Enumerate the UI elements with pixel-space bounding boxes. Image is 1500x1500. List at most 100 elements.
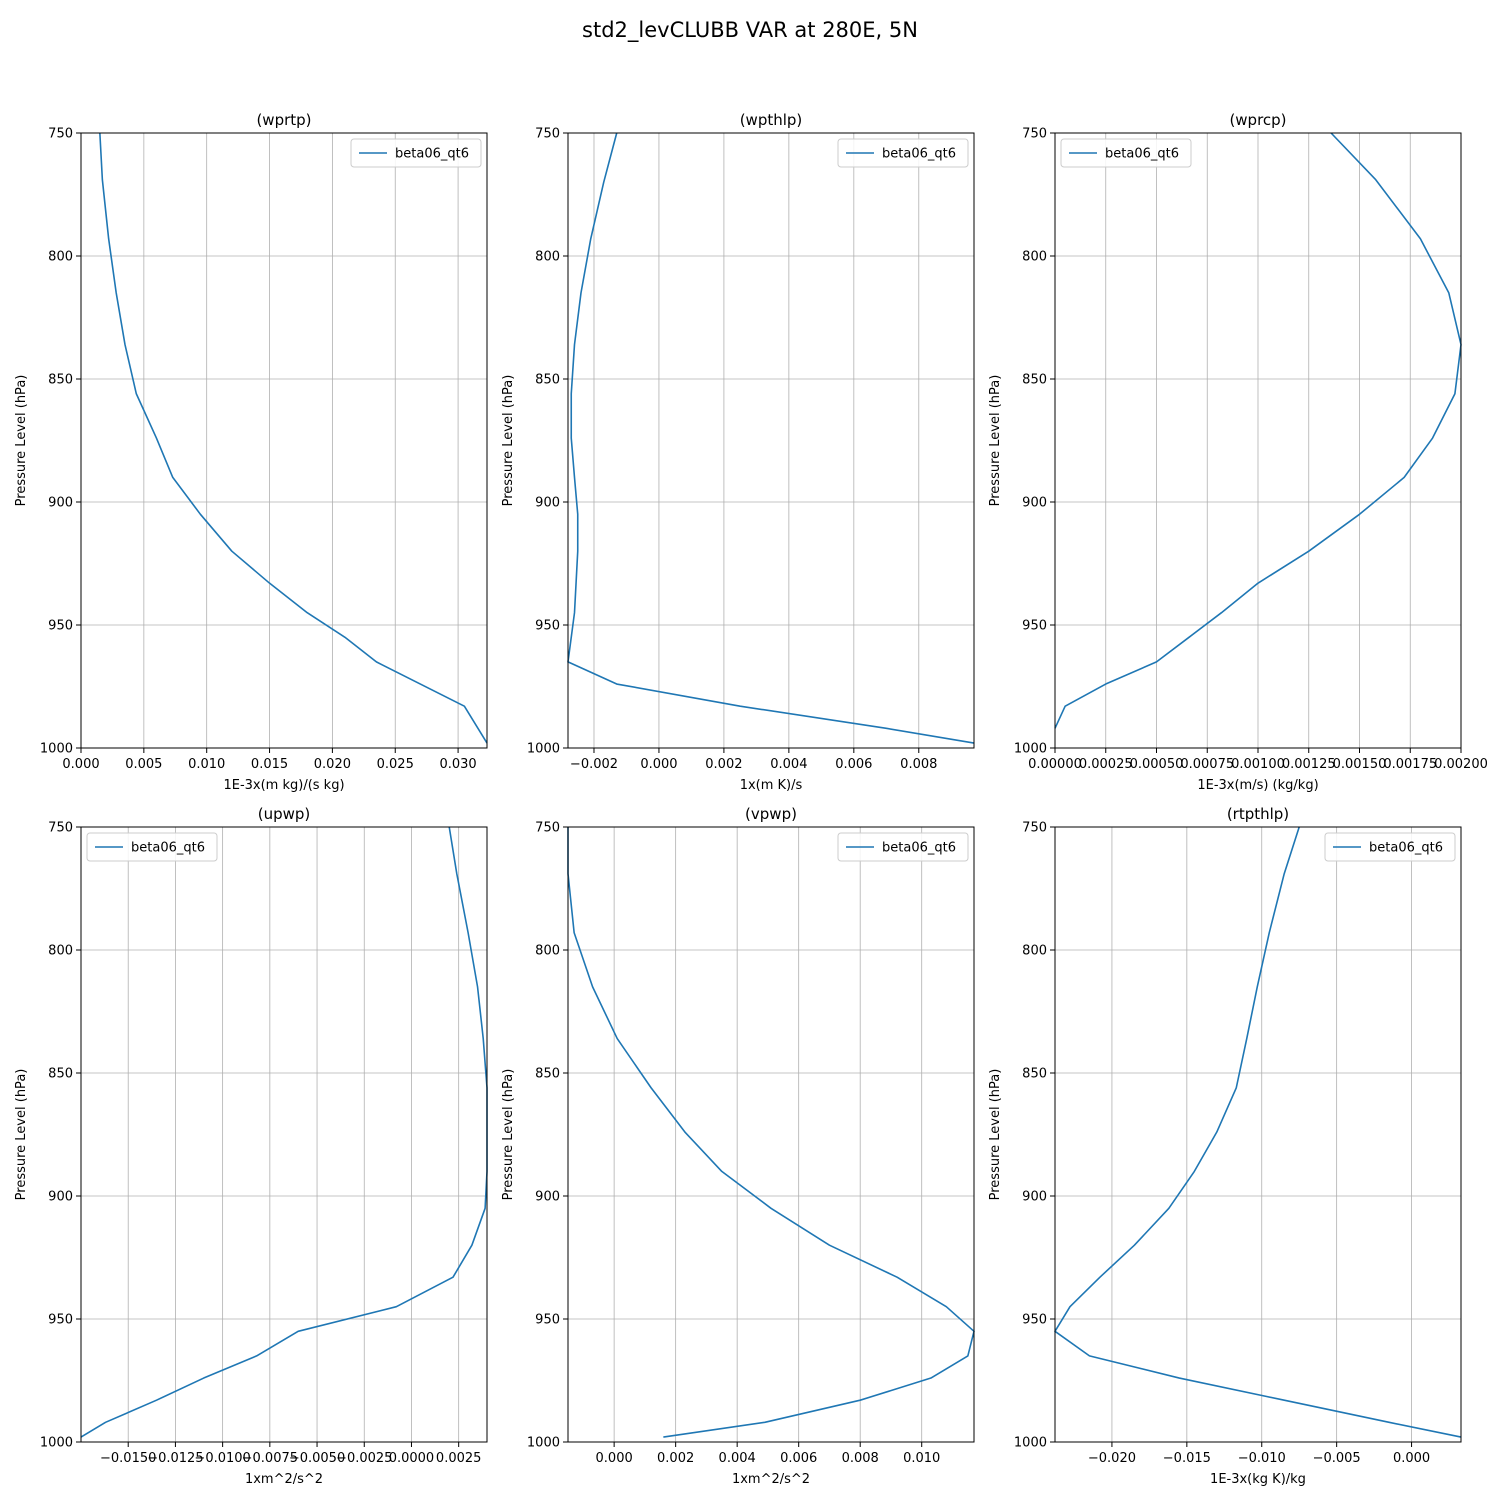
plot-area [81,133,487,748]
chart-title: (vpwp) [745,805,797,823]
y-axis-label: Pressure Level (hPa) [501,1069,516,1201]
axes-frame [80,826,488,1443]
x-tick-label-4: −0.0050 [289,1451,345,1466]
series-line-0 [99,132,488,744]
axes-frame [80,132,488,749]
x-tick-label-2: 0.010 [188,757,225,772]
y-tick-label-3: 900 [1022,496,1047,511]
y-tick-label-5: 1000 [1014,742,1047,757]
plot-area [568,827,974,1442]
series-line-0 [1054,826,1462,1438]
y-tick-label-4: 950 [535,1313,560,1328]
x-tick-label-1: −0.015 [1163,1451,1211,1466]
x-tick-label-5: −0.0025 [336,1451,392,1466]
plot-area [81,827,487,1442]
y-axis-label: Pressure Level (hPa) [14,375,29,507]
x-tick-label-0: 0.000 [596,1451,633,1466]
y-tick-label-3: 900 [535,496,560,511]
y-tick-label-1: 800 [535,944,560,959]
x-tick-label-0: −0.020 [1088,1451,1136,1466]
y-tick-label-2: 850 [535,373,560,388]
y-tick-label-2: 850 [535,1067,560,1082]
series-line-0 [567,132,975,744]
x-tick-label-0: −0.002 [570,757,618,772]
x-tick-label-3: 0.006 [780,1451,817,1466]
y-axis-label: Pressure Level (hPa) [501,375,516,507]
x-tick-label-3: 0.00075 [1180,757,1234,772]
x-tick-label-4: 0.020 [314,757,351,772]
legend-box [86,832,218,862]
y-tick-label-1: 800 [1022,944,1047,959]
chart-title: (rtpthlp) [1227,805,1289,823]
x-tick-label-2: −0.010 [1238,1451,1286,1466]
series-line-0 [1054,132,1462,729]
y-tick-label-0: 750 [48,821,73,836]
x-tick-label-3: −0.0075 [242,1451,298,1466]
legend: beta06_qt6 [86,832,218,862]
x-axis-label: 1xm^2/s^2 [732,1472,810,1487]
axes-frame [567,826,975,1443]
x-tick-label-5: 0.00125 [1282,757,1336,772]
y-tick-label-5: 1000 [527,742,560,757]
chart-title: (wprtp) [256,111,311,129]
y-tick-label-5: 1000 [527,1436,560,1451]
chart-title: (wpthlp) [740,111,803,129]
legend-label-0: beta06_qt6 [882,147,956,162]
x-tick-label-4: 0.00100 [1231,757,1285,772]
y-tick-label-2: 850 [1022,373,1047,388]
legend-label-0: beta06_qt6 [882,841,956,856]
x-tick-label-0: 0.000 [62,757,99,772]
x-tick-label-1: 0.002 [657,1451,694,1466]
legend-box [1060,138,1192,168]
x-tick-label-0: 0.00000 [1028,757,1082,772]
y-axis-label: Pressure Level (hPa) [14,1069,29,1201]
axes-frame [567,132,975,749]
y-tick-label-5: 1000 [40,1436,73,1451]
y-tick-label-5: 1000 [40,742,73,757]
legend-box [837,138,969,168]
x-tick-label-3: 0.004 [770,757,807,772]
x-tick-label-7: 0.0025 [436,1451,482,1466]
x-tick-label-2: 0.002 [705,757,742,772]
x-tick-label-1: 0.00025 [1079,757,1133,772]
y-tick-label-4: 950 [48,619,73,634]
legend: beta06_qt6 [1324,832,1456,862]
legend: beta06_qt6 [350,138,482,168]
y-tick-label-3: 900 [535,1190,560,1205]
x-tick-label-4: 0.008 [842,1451,879,1466]
x-tick-label-5: 0.008 [900,757,937,772]
x-tick-label-8: 0.00200 [1434,757,1488,772]
series-line-0 [80,826,488,1438]
axes-frame [1054,826,1462,1443]
x-tick-label-5: 0.010 [903,1451,940,1466]
y-tick-label-4: 950 [535,619,560,634]
x-tick-label-3: 0.015 [251,757,288,772]
y-tick-label-1: 800 [1022,250,1047,265]
x-tick-label-2: 0.00050 [1130,757,1184,772]
x-tick-label-1: 0.005 [125,757,162,772]
figure-title: std2_levCLUBB VAR at 280E, 5N [582,18,918,43]
y-tick-label-2: 850 [48,373,73,388]
y-tick-label-4: 950 [48,1313,73,1328]
chart-panel-1: 0.000 0.005 0.010 0.015 0.020 0.025 0.030 750 80… [14,111,488,793]
y-tick-label-1: 800 [48,250,73,265]
x-tick-label-1: −0.0125 [147,1451,203,1466]
y-tick-label-5: 1000 [1014,1436,1047,1451]
y-tick-label-3: 900 [1022,1190,1047,1205]
chart-panels: 0.000 0.005 0.010 0.015 0.020 0.025 0.030 750 80… [14,111,1488,1487]
x-axis-label: 1E-3x(m/s) (kg/kg) [1197,778,1318,793]
x-tick-label-4: 0.000 [1393,1451,1430,1466]
x-tick-label-2: 0.004 [719,1451,756,1466]
plot-area [568,133,974,748]
chart-panel-5: 0.000 0.002 0.004 0.006 0.008 0.010 750 800 850 9… [501,805,975,1487]
y-tick-label-0: 750 [535,821,560,836]
y-tick-label-2: 850 [48,1067,73,1082]
y-tick-label-2: 850 [1022,1067,1047,1082]
y-axis-label: Pressure Level (hPa) [988,1069,1003,1201]
y-tick-label-0: 750 [48,127,73,142]
x-tick-label-5: 0.025 [377,757,414,772]
chart-panel-6: −0.020 −0.015 −0.010 −0.005 0.000 750 800 850 90… [988,805,1462,1487]
chart-title: (wprcp) [1229,111,1286,129]
y-tick-label-1: 800 [48,944,73,959]
